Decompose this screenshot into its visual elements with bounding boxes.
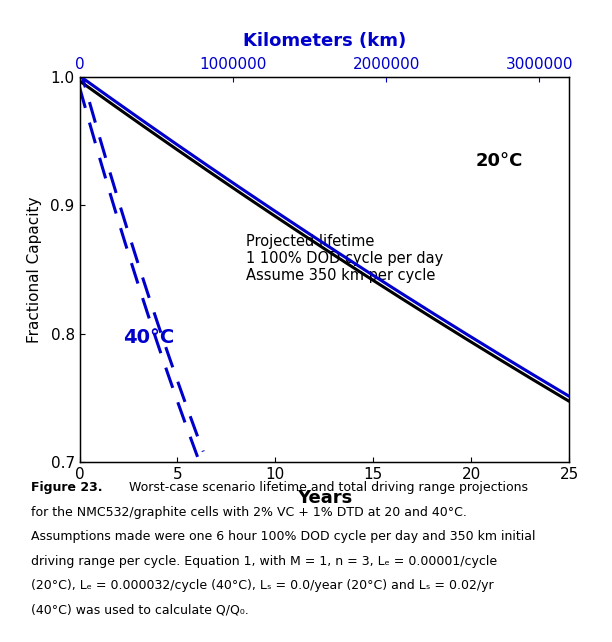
Text: Assumptions made were one 6 hour 100% DOD cycle per day and 350 km initial: Assumptions made were one 6 hour 100% DO…: [31, 530, 535, 543]
Text: Projected lifetime
1 100% DOD cycle per day
Assume 350 km per cycle: Projected lifetime 1 100% DOD cycle per …: [246, 234, 443, 284]
Text: (20°C), Lₑ = 0.000032/cycle (40°C), Lₛ = 0.0/year (20°C) and Lₛ = 0.02/yr: (20°C), Lₑ = 0.000032/cycle (40°C), Lₛ =…: [31, 579, 493, 592]
Text: (40°C) was used to calculate Q/Q₀.: (40°C) was used to calculate Q/Q₀.: [31, 603, 248, 616]
X-axis label: Years: Years: [297, 489, 352, 507]
Y-axis label: Fractional Capacity: Fractional Capacity: [27, 196, 42, 343]
Text: Worst-case scenario lifetime and total driving range projections: Worst-case scenario lifetime and total d…: [121, 482, 528, 494]
Text: for the NMC532/graphite cells with 2% VC + 1% DTD at 20 and 40°C.: for the NMC532/graphite cells with 2% VC…: [31, 506, 466, 519]
Text: driving range per cycle. Equation 1, with M = 1, n = 3, Lₑ = 0.00001/cycle: driving range per cycle. Equation 1, wit…: [31, 555, 497, 568]
Text: Figure 23.: Figure 23.: [31, 482, 102, 494]
X-axis label: Kilometers (km): Kilometers (km): [243, 32, 406, 50]
Text: 20°C: 20°C: [475, 152, 523, 169]
Text: 40°C: 40°C: [122, 328, 174, 347]
